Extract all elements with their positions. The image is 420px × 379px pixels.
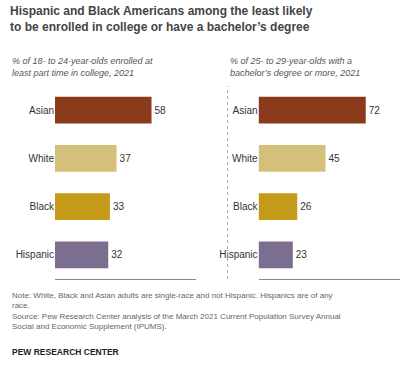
svg-text:32: 32 [111, 249, 123, 260]
svg-text:Hispanic: Hispanic [16, 249, 54, 260]
svg-text:Asian: Asian [29, 105, 54, 116]
svg-text:45: 45 [329, 153, 341, 164]
svg-text:58: 58 [155, 105, 167, 116]
svg-text:72: 72 [369, 105, 381, 116]
svg-text:37: 37 [120, 153, 132, 164]
svg-text:% of 25- to 29-year-olds with: % of 25- to 29-year-olds with abachelor’… [230, 56, 360, 78]
svg-text:Black: Black [233, 201, 258, 212]
svg-text:23: 23 [296, 249, 308, 260]
svg-text:% of 18- to 24-year-olds enrol: % of 18- to 24-year-olds enrolled atleas… [12, 56, 153, 78]
svg-text:Asian: Asian [233, 105, 258, 116]
svg-text:33: 33 [113, 201, 125, 212]
svg-text:26: 26 [300, 201, 312, 212]
svg-text:Black: Black [30, 201, 55, 212]
svg-text:Hispanic: Hispanic [219, 249, 257, 260]
svg-text:Note: White, Black and Asian a: Note: White, Black and Asian adults are … [12, 291, 341, 331]
svg-text:White: White [232, 153, 258, 164]
svg-text:Hispanic and Black Americans a: Hispanic and Black Americans among the l… [10, 4, 313, 34]
svg-text:PEW RESEARCH CENTER: PEW RESEARCH CENTER [12, 347, 119, 357]
svg-text:White: White [28, 153, 54, 164]
